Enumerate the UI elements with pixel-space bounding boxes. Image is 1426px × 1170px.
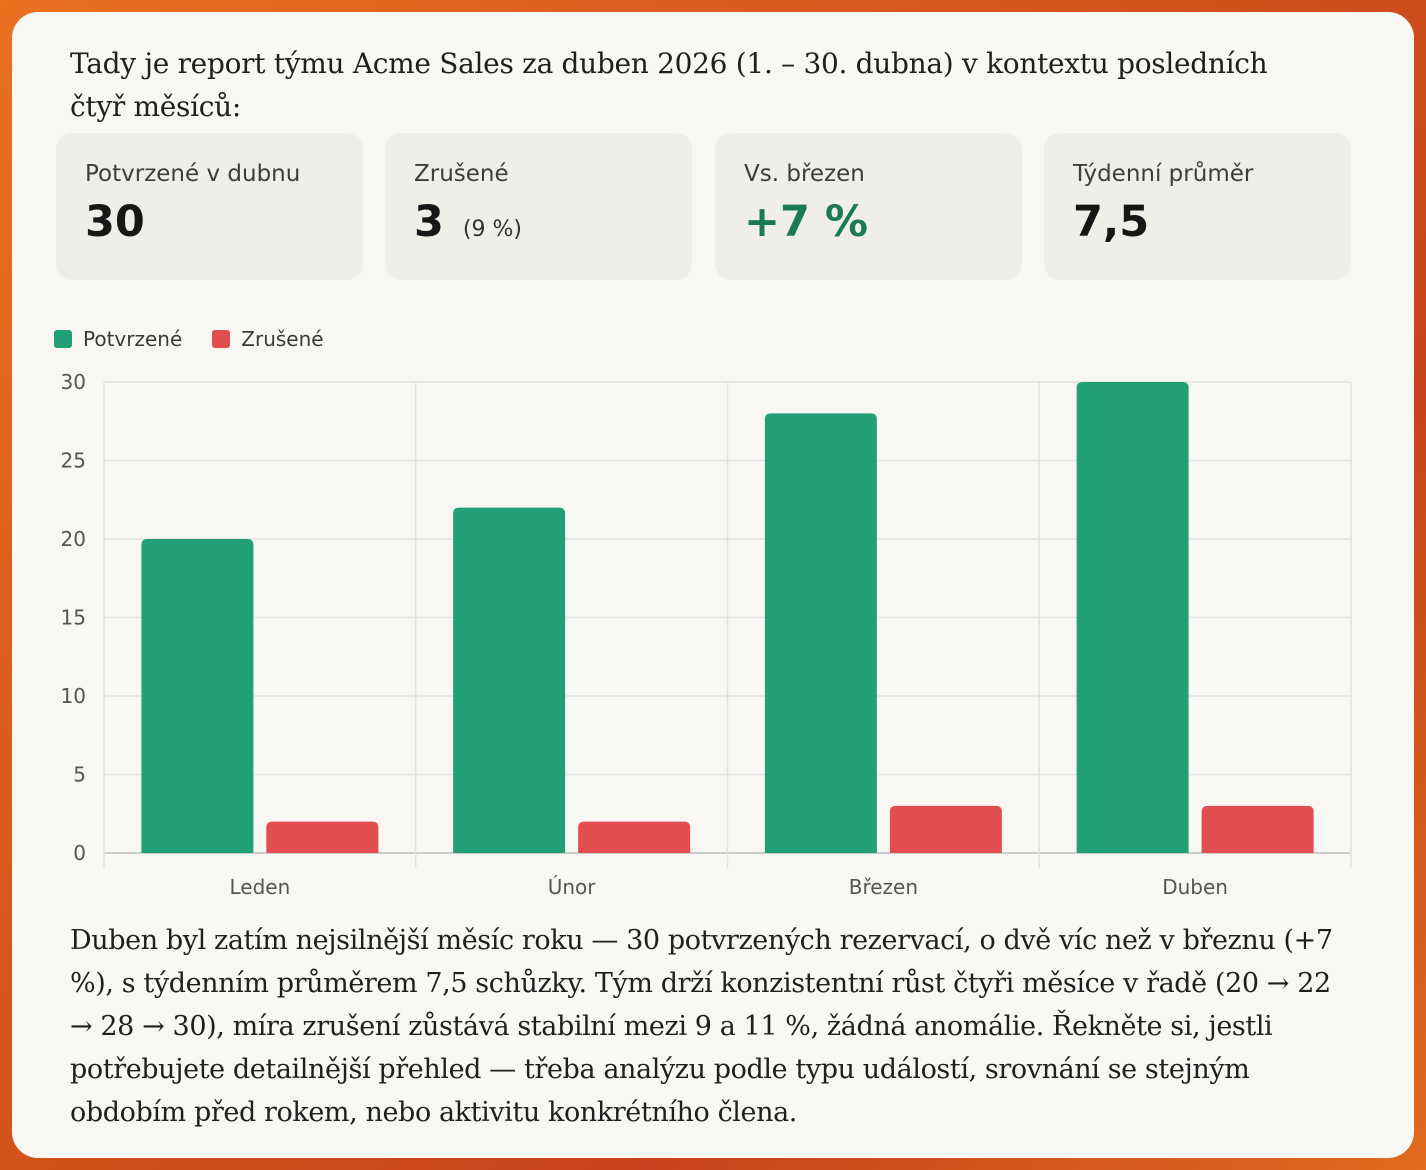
kpi-card-cancelled: Zrušené 3 (9 %)	[385, 133, 692, 280]
legend-item-confirmed[interactable]: Potvrzené	[54, 327, 182, 351]
kpi-value-number: +7 %	[744, 197, 869, 247]
bar-confirmed	[764, 413, 877, 853]
bar-cancelled	[578, 821, 691, 853]
kpi-label: Týdenní průměr	[1073, 161, 1254, 187]
bar-confirmed	[453, 507, 566, 853]
bar-cancelled	[889, 805, 1002, 853]
x-tick-label: Únor	[548, 875, 597, 899]
kpi-value: 7,5	[1073, 197, 1351, 247]
kpi-card-weekly-average: Týdenní průměr 7,5	[1044, 133, 1351, 280]
kpi-value: +7 %	[744, 197, 1022, 247]
y-tick-label: 0	[73, 841, 86, 865]
x-tick-label: Duben	[1162, 875, 1228, 899]
kpi-value: 30	[85, 197, 363, 247]
bar-confirmed	[141, 539, 254, 853]
kpi-value: 3 (9 %)	[414, 197, 692, 255]
chart-legend: Potvrzené Zrušené	[54, 324, 354, 354]
bar-chart: 0 5 10 15 20 25 30 Leden Únor Březen Duben	[61, 370, 1352, 899]
x-tick-label: Leden	[229, 875, 290, 899]
legend-item-cancelled[interactable]: Zrušené	[212, 327, 324, 351]
y-tick-label: 25	[61, 449, 86, 473]
y-tick-label: 20	[61, 527, 86, 551]
bar-cancelled	[266, 821, 379, 853]
kpi-value-number: 30	[85, 197, 145, 247]
kpi-label: Zrušené	[414, 161, 509, 187]
x-tick-label: Březen	[849, 875, 918, 899]
kpi-label: Vs. březen	[744, 161, 865, 187]
legend-label-cancelled: Zrušené	[241, 327, 324, 351]
legend-label-confirmed: Potvrzené	[83, 327, 183, 351]
kpi-value-number: 7,5	[1073, 197, 1150, 247]
kpi-card-vs-march: Vs. březen +7 %	[715, 133, 1022, 280]
report-card: Tady je report týmu Acme Sales za duben …	[12, 12, 1414, 1158]
kpi-label: Potvrzené v dubnu	[85, 161, 301, 187]
kpi-card-confirmed: Potvrzené v dubnu 30	[56, 133, 363, 280]
summary-text: Duben byl zatím nejsilnější měsíc roku —…	[70, 925, 1333, 1128]
legend-swatch-confirmed	[54, 330, 72, 348]
y-tick-label: 15	[61, 606, 86, 630]
kpi-row: Potvrzené v dubnu 30 Zrušené 3 (9 %) Vs.…	[56, 133, 1352, 280]
y-tick-label: 30	[61, 370, 86, 394]
kpi-value-number: 3	[414, 197, 444, 247]
legend-swatch-cancelled	[212, 330, 231, 348]
kpi-value-sub: (9 %)	[462, 217, 522, 242]
bar-cancelled	[1201, 805, 1314, 853]
bar-confirmed	[1076, 382, 1189, 853]
y-tick-label: 5	[73, 763, 86, 787]
y-tick-label: 10	[61, 684, 86, 708]
intro-text: Tady je report týmu Acme Sales za duben …	[70, 47, 1268, 123]
